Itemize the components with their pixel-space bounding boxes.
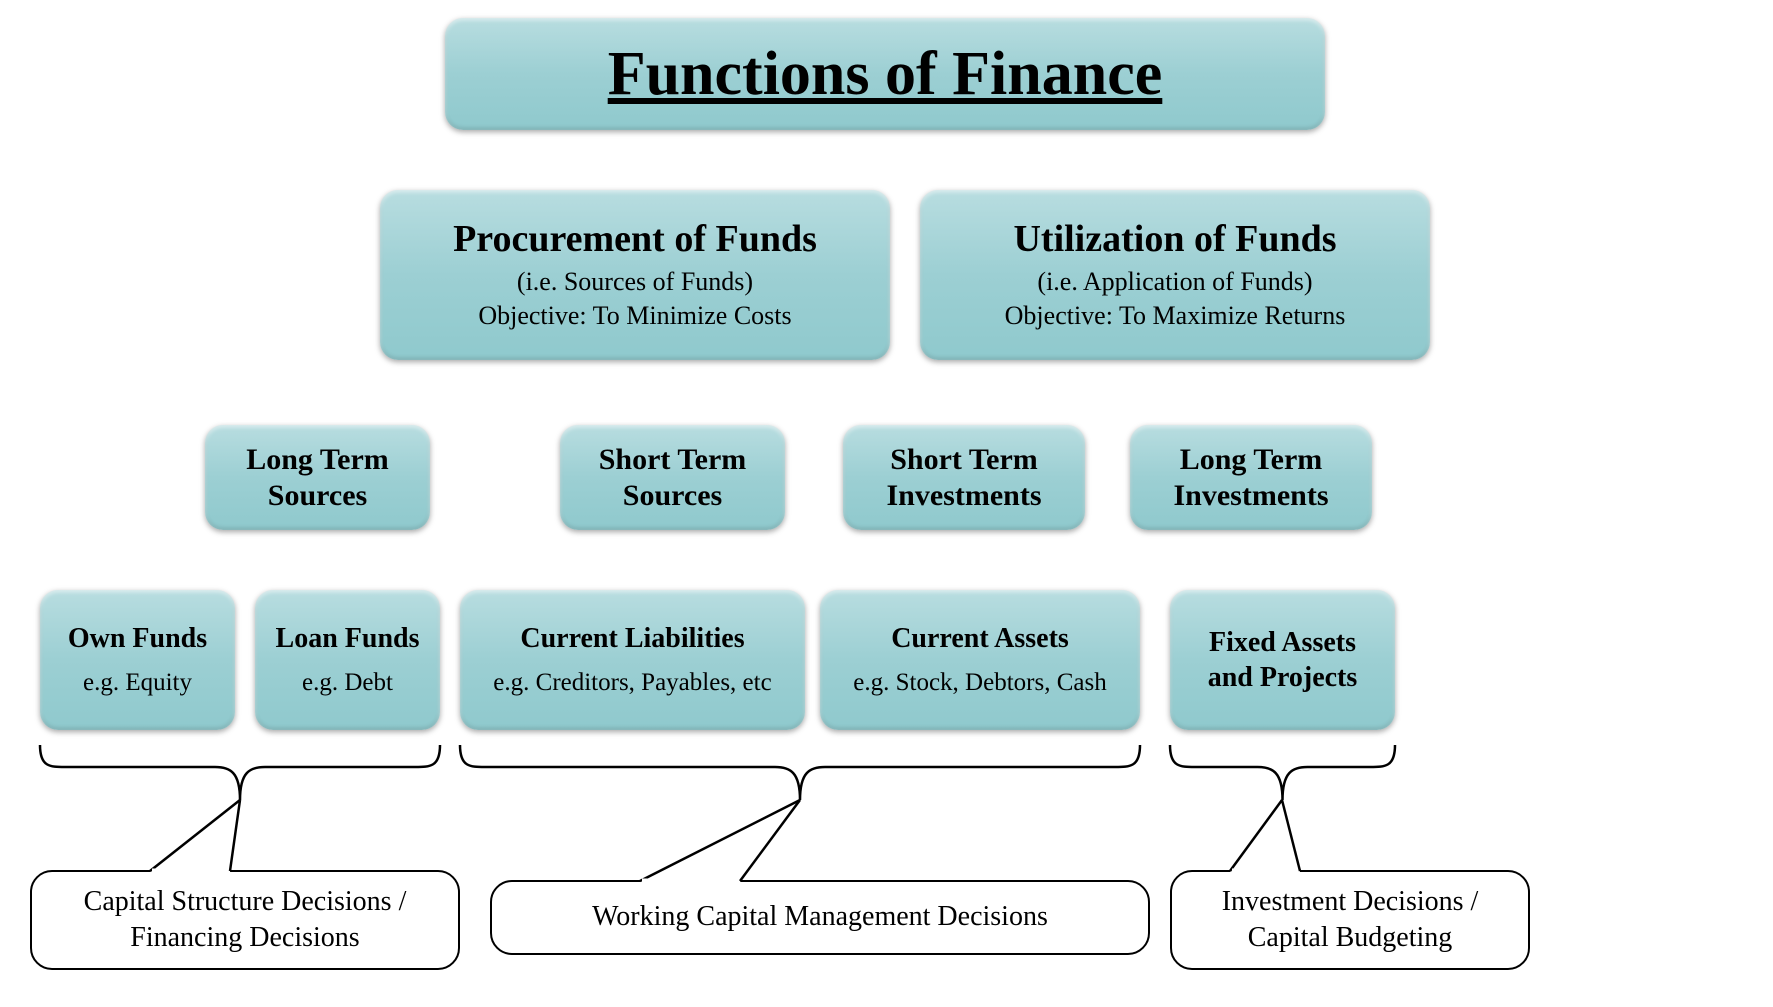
box-st-invest: Short TermInvestments bbox=[843, 425, 1085, 530]
box-cur-assets: Current Assets e.g. Stock, Debtors, Cash bbox=[820, 590, 1140, 730]
lt-sources-l2: Sources bbox=[268, 479, 367, 512]
lt-sources-l1: Long Term bbox=[246, 443, 389, 476]
utilization-sub1: (i.e. Application of Funds) bbox=[1037, 265, 1312, 299]
inv-dec-l1: Investment Decisions / bbox=[1222, 886, 1479, 917]
cur-liab-sub: e.g. Creditors, Payables, etc bbox=[493, 669, 771, 697]
st-sources-l2: Sources bbox=[623, 479, 722, 512]
box-st-sources: Short TermSources bbox=[560, 425, 785, 530]
own-funds-title: Own Funds bbox=[68, 623, 207, 655]
st-invest-l2: Investments bbox=[887, 479, 1042, 512]
box-own-funds: Own Funds e.g. Equity bbox=[40, 590, 235, 730]
diagram-title: Functions of Finance bbox=[608, 39, 1163, 110]
callout-cap-struct: Capital Structure Decisions / Financing D… bbox=[30, 870, 460, 970]
utilization-title: Utilization of Funds bbox=[1013, 217, 1336, 261]
cur-liab-title: Current Liabilities bbox=[520, 623, 744, 655]
loan-funds-sub: e.g. Debt bbox=[302, 669, 393, 697]
box-loan-funds: Loan Funds e.g. Debt bbox=[255, 590, 440, 730]
cap-struct-l1: Capital Structure Decisions / bbox=[84, 886, 407, 917]
box-procurement: Procurement of Funds (i.e. Sources of Fu… bbox=[380, 190, 890, 360]
callout-inv-dec: Investment Decisions / Capital Budgeting bbox=[1170, 870, 1530, 970]
box-utilization: Utilization of Funds (i.e. Application o… bbox=[920, 190, 1430, 360]
box-lt-sources: Long TermSources bbox=[205, 425, 430, 530]
cur-assets-title: Current Assets bbox=[891, 623, 1069, 655]
box-fixed: Fixed Assets and Projects bbox=[1170, 590, 1395, 730]
procurement-sub1: (i.e. Sources of Funds) bbox=[517, 265, 753, 299]
own-funds-sub: e.g. Equity bbox=[83, 669, 192, 697]
st-sources-l1: Short Term bbox=[599, 443, 747, 476]
lt-invest-l2: Investments bbox=[1174, 479, 1329, 512]
box-cur-liab: Current Liabilities e.g. Creditors, Paya… bbox=[460, 590, 805, 730]
utilization-sub2: Objective: To Maximize Returns bbox=[1005, 299, 1346, 333]
procurement-title: Procurement of Funds bbox=[453, 217, 817, 261]
procurement-sub2: Objective: To Minimize Costs bbox=[478, 299, 791, 333]
wc-mgmt-l1: Working Capital Management Decisions bbox=[592, 901, 1048, 932]
fixed-l1: Fixed Assets bbox=[1209, 627, 1356, 658]
callout-wc-mgmt: Working Capital Management Decisions bbox=[490, 880, 1150, 955]
box-lt-invest: Long TermInvestments bbox=[1130, 425, 1372, 530]
fixed-l2: and Projects bbox=[1208, 662, 1358, 693]
inv-dec-l2: Capital Budgeting bbox=[1248, 922, 1453, 953]
st-invest-l1: Short Term bbox=[890, 443, 1038, 476]
title-box: Functions of Finance bbox=[445, 18, 1325, 130]
cap-struct-l2: Financing Decisions bbox=[130, 922, 359, 953]
lt-invest-l1: Long Term bbox=[1180, 443, 1323, 476]
loan-funds-title: Loan Funds bbox=[276, 623, 420, 655]
cur-assets-sub: e.g. Stock, Debtors, Cash bbox=[853, 669, 1106, 697]
